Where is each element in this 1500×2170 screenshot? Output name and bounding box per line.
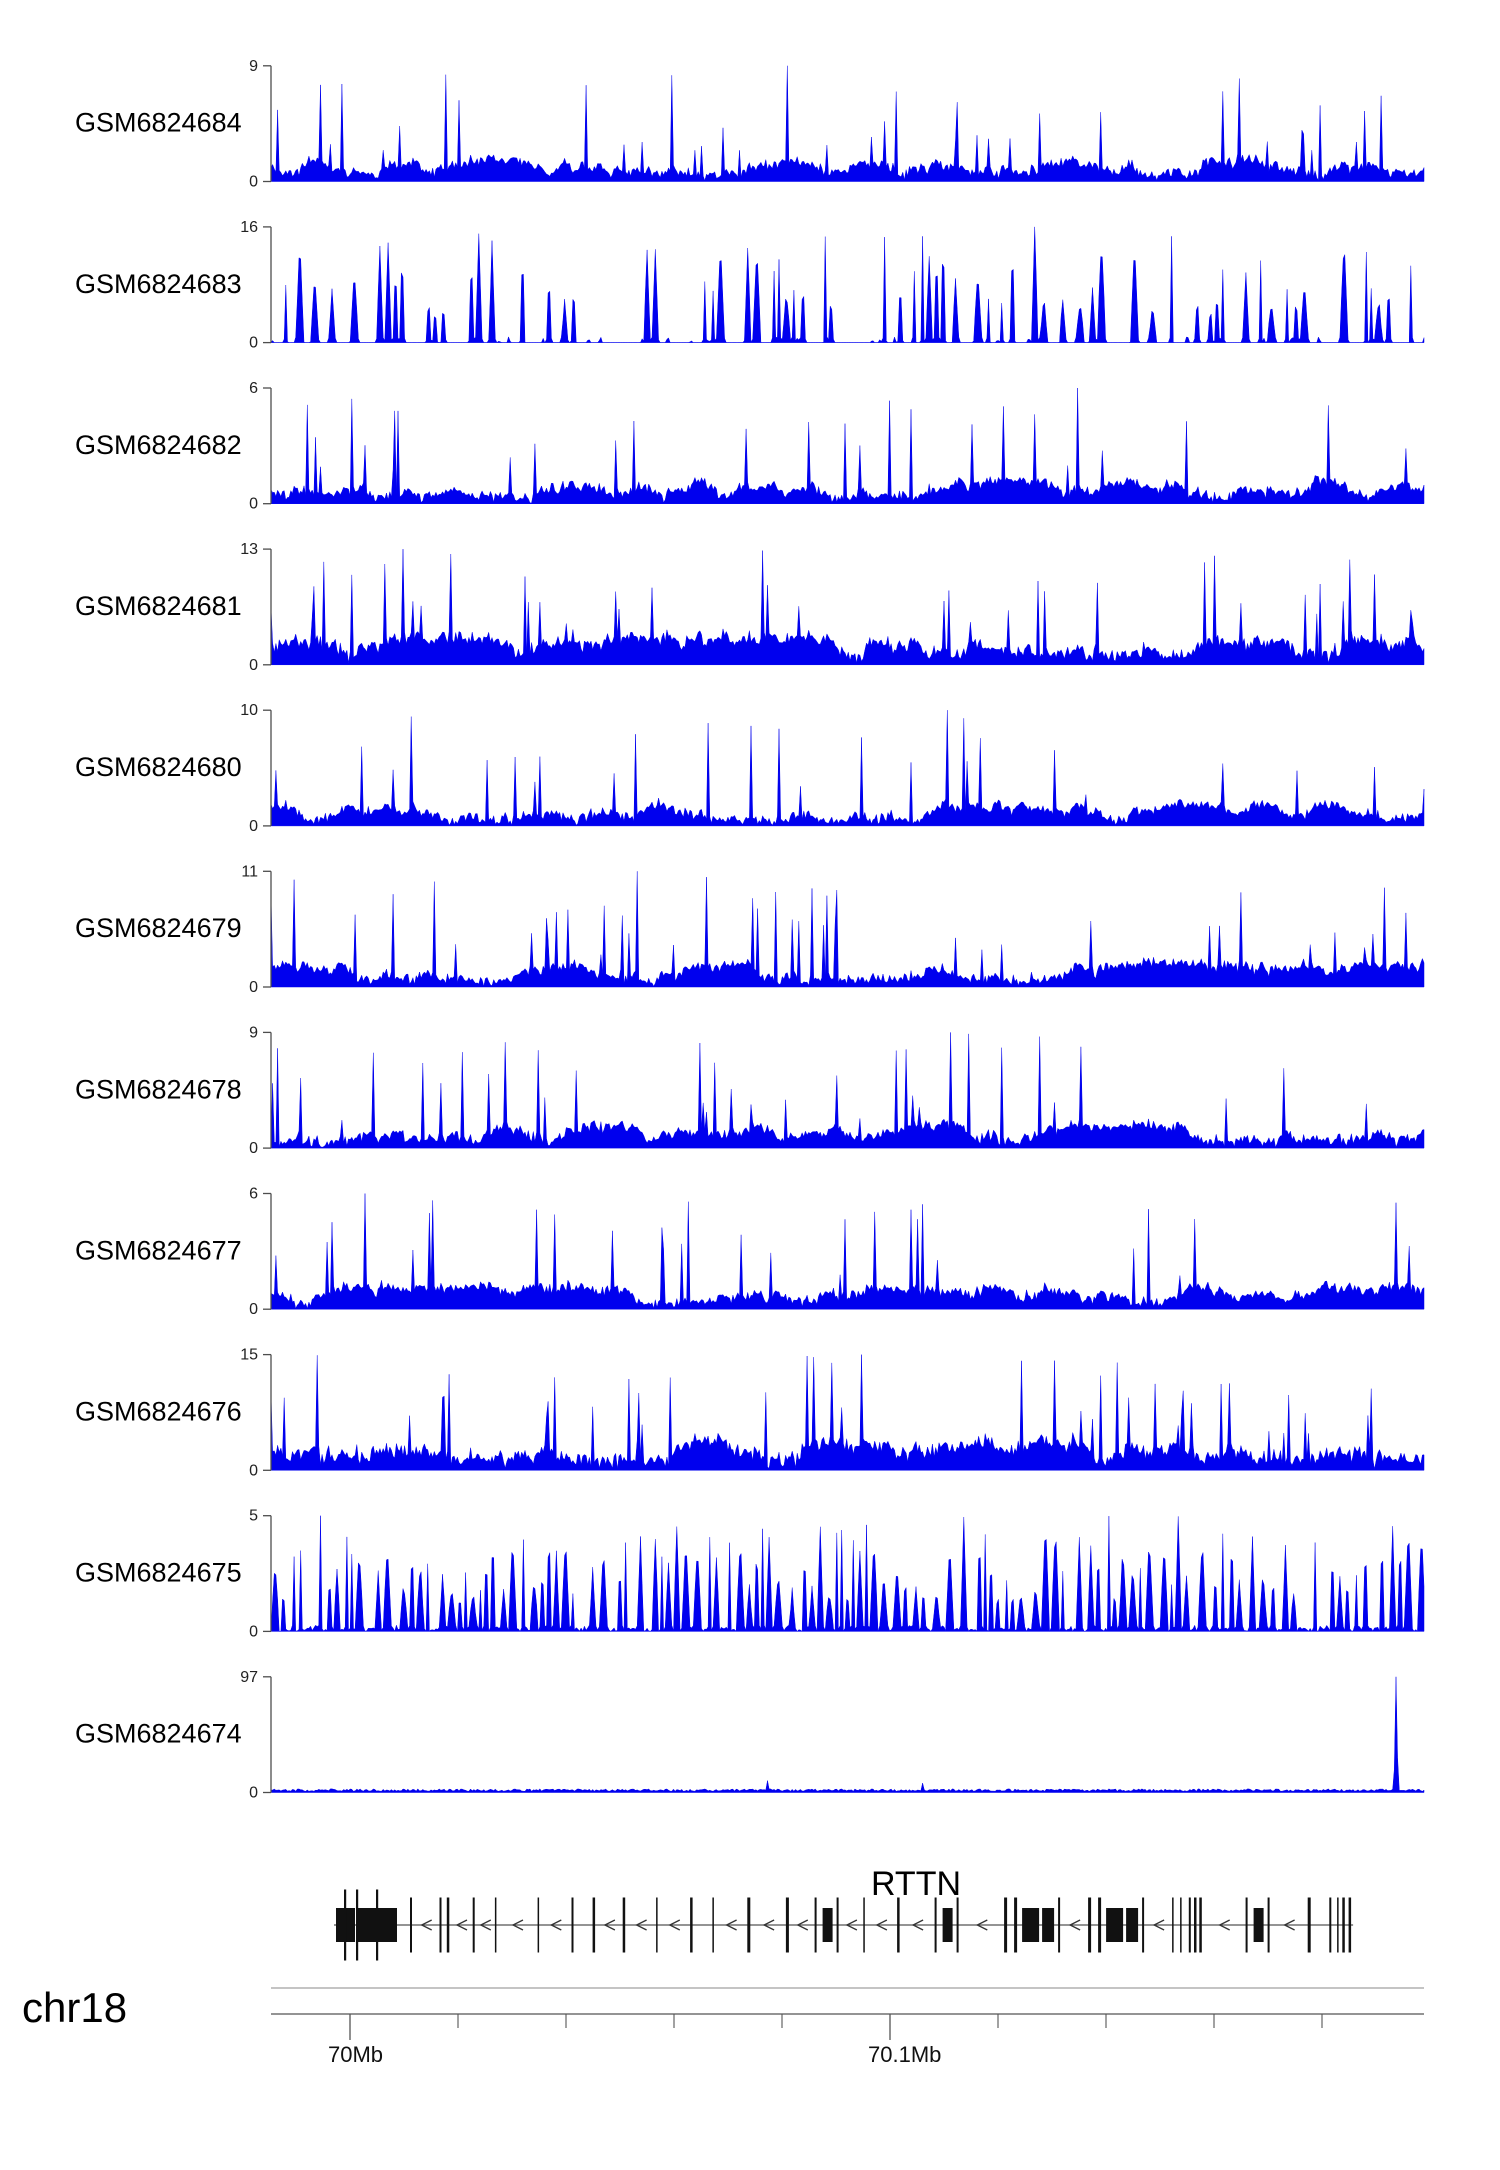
svg-text:0: 0	[249, 1785, 258, 1802]
svg-text:10: 10	[240, 702, 258, 719]
svg-text:0: 0	[249, 335, 258, 352]
svg-text:0: 0	[249, 1623, 258, 1640]
svg-text:GSM6824674: GSM6824674	[75, 1719, 242, 1749]
svg-text:0: 0	[249, 657, 258, 674]
svg-text:0: 0	[249, 979, 258, 996]
svg-text:GSM6824683: GSM6824683	[75, 269, 242, 299]
svg-text:GSM6824675: GSM6824675	[75, 1558, 242, 1588]
svg-text:0: 0	[249, 174, 258, 191]
svg-text:0: 0	[249, 1301, 258, 1318]
svg-text:70.1Mb: 70.1Mb	[868, 2042, 941, 2067]
svg-text:0: 0	[249, 496, 258, 513]
svg-text:11: 11	[241, 863, 258, 880]
svg-text:97: 97	[240, 1669, 258, 1686]
svg-text:9: 9	[249, 58, 258, 75]
svg-text:15: 15	[240, 1347, 258, 1364]
svg-text:GSM6824684: GSM6824684	[75, 108, 242, 138]
svg-text:6: 6	[249, 1186, 258, 1203]
svg-text:GSM6824677: GSM6824677	[75, 1235, 242, 1265]
svg-text:chr18: chr18	[22, 1984, 127, 2031]
svg-text:GSM6824680: GSM6824680	[75, 752, 242, 782]
svg-text:16: 16	[240, 219, 258, 236]
svg-text:GSM6824676: GSM6824676	[75, 1396, 242, 1426]
svg-text:GSM6824682: GSM6824682	[75, 430, 242, 460]
svg-text:6: 6	[249, 380, 258, 397]
svg-text:GSM6824681: GSM6824681	[75, 591, 242, 621]
svg-text:GSM6824678: GSM6824678	[75, 1074, 242, 1104]
svg-text:0: 0	[249, 1140, 258, 1157]
svg-text:0: 0	[249, 818, 258, 835]
svg-text:0: 0	[249, 1462, 258, 1479]
svg-text:5: 5	[249, 1508, 258, 1525]
svg-text:70Mb: 70Mb	[328, 2042, 383, 2067]
svg-text:GSM6824679: GSM6824679	[75, 913, 242, 943]
svg-text:13: 13	[240, 541, 258, 558]
svg-text:9: 9	[249, 1024, 258, 1041]
svg-text:RTTN: RTTN	[871, 1865, 961, 1903]
